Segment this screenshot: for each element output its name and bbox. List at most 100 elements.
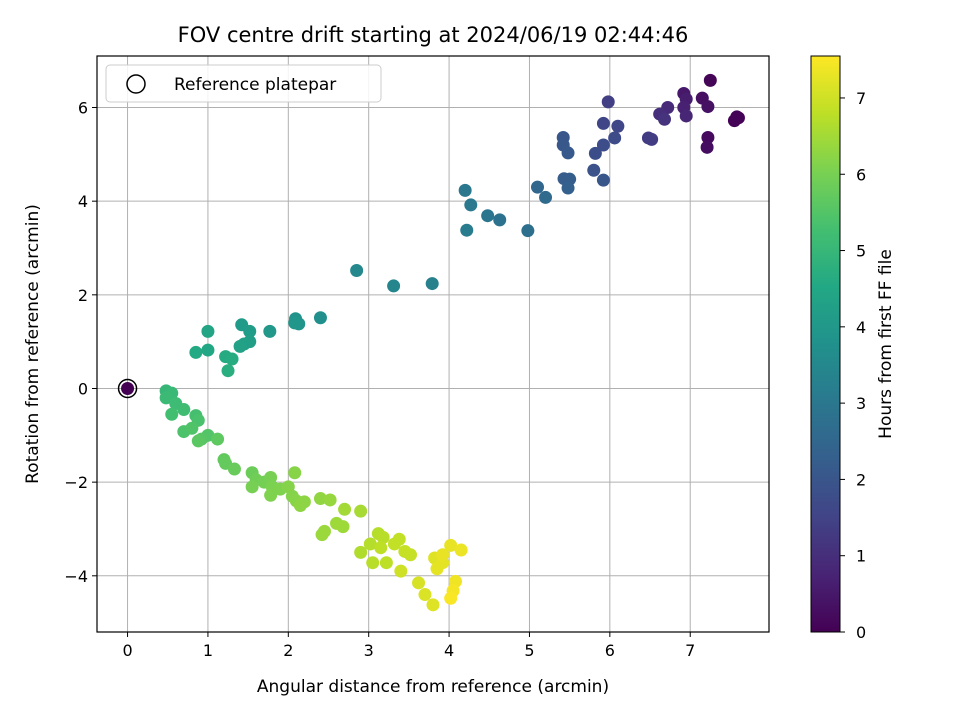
data-point — [374, 541, 388, 555]
legend-box — [105, 64, 382, 103]
data-point — [338, 502, 352, 516]
data-point — [412, 576, 426, 590]
data-point — [387, 279, 401, 293]
x-tick-label: 4 — [444, 641, 454, 660]
data-point — [645, 132, 659, 146]
data-point — [354, 504, 368, 518]
data-point — [211, 432, 225, 446]
data-point — [493, 213, 507, 227]
x-axis-ticks: 0 1 2 3 4 5 6 7 — [122, 632, 695, 660]
data-point — [444, 591, 458, 605]
data-point — [243, 324, 257, 338]
legend-marker-icon — [126, 74, 146, 94]
data-point — [392, 532, 406, 546]
data-point — [354, 545, 368, 559]
y-tick-label: 6 — [78, 99, 88, 118]
data-point — [201, 324, 215, 338]
data-point — [323, 493, 337, 507]
data-point — [426, 598, 440, 612]
data-point — [315, 528, 329, 542]
data-point — [700, 140, 714, 154]
data-point — [611, 119, 625, 133]
data-point — [608, 131, 622, 145]
x-tick-label: 5 — [524, 641, 534, 660]
data-point — [350, 263, 364, 277]
colorbar-tick-label: 3 — [856, 394, 866, 413]
data-point — [454, 543, 468, 557]
data-point — [245, 480, 259, 494]
grid — [97, 56, 769, 632]
data-point — [596, 138, 610, 152]
colorbar-tick-label: 4 — [856, 318, 866, 337]
data-point — [458, 183, 472, 197]
data-point — [225, 352, 239, 366]
data-point — [587, 163, 601, 177]
data-point — [701, 130, 715, 144]
data-point — [189, 345, 203, 359]
data-point — [363, 537, 377, 551]
data-point — [464, 198, 478, 212]
x-tick-label: 7 — [685, 641, 695, 660]
data-point — [539, 190, 553, 204]
colorbar-label: Hours from first FF file — [876, 249, 896, 439]
data-point — [379, 556, 393, 570]
y-tick-label: −2 — [64, 473, 88, 492]
colorbar-tick-label: 0 — [856, 623, 866, 642]
plot-frame — [96, 55, 770, 633]
data-point — [418, 588, 432, 602]
data-point — [436, 548, 450, 562]
y-tick-label: 2 — [78, 286, 88, 305]
data-point — [201, 343, 215, 357]
data-point — [159, 391, 173, 405]
x-tick-label: 3 — [364, 641, 374, 660]
legend-entry-label: Reference platepar — [174, 75, 336, 95]
data-point — [221, 364, 235, 378]
colorbar-tick-label: 2 — [856, 470, 866, 489]
chart-title: FOV centre drift starting at 2024/06/19 … — [178, 23, 689, 47]
data-point — [288, 316, 302, 330]
data-point — [177, 403, 191, 417]
data-point — [701, 100, 715, 114]
y-axis-ticks: −4 −2 0 2 4 6 — [64, 99, 97, 586]
data-point — [293, 499, 307, 513]
data-points — [117, 73, 745, 612]
data-point — [263, 324, 277, 338]
data-point — [561, 146, 575, 160]
data-point — [403, 548, 417, 562]
x-tick-label: 6 — [605, 641, 615, 660]
data-point — [601, 95, 615, 109]
colorbar-tick-label: 5 — [856, 242, 866, 261]
colorbar-tick-label: 6 — [856, 165, 866, 184]
data-point — [588, 146, 602, 160]
colorbar-tick-label: 1 — [856, 547, 866, 566]
x-tick-label: 0 — [122, 641, 132, 660]
data-point — [481, 209, 495, 223]
data-point — [233, 339, 247, 353]
data-point — [366, 556, 380, 570]
data-point — [425, 277, 439, 291]
colorbar-tick-label: 7 — [856, 89, 866, 108]
data-point — [530, 180, 544, 194]
y-axis-label: Rotation from reference (arcmin) — [23, 204, 43, 484]
y-tick-label: −4 — [64, 567, 88, 586]
data-point — [703, 73, 717, 87]
y-tick-label: 0 — [78, 379, 88, 398]
data-point — [679, 109, 693, 123]
data-point — [191, 434, 205, 448]
colorbar-ticks: 0 1 2 3 4 5 6 7 — [840, 89, 866, 642]
data-point — [165, 407, 179, 421]
data-point — [185, 421, 199, 435]
colorbar — [810, 55, 841, 633]
data-point — [376, 530, 390, 544]
reference-platepar-marker — [117, 378, 138, 399]
data-point — [444, 538, 458, 552]
data-point — [521, 224, 535, 238]
y-tick-label: 4 — [78, 192, 88, 211]
legend: Reference platepar — [105, 64, 382, 103]
data-point — [394, 564, 408, 578]
data-point — [336, 520, 350, 534]
x-tick-label: 2 — [283, 641, 293, 660]
x-axis-label: Angular distance from reference (arcmin) — [257, 677, 609, 697]
data-point — [596, 173, 610, 187]
